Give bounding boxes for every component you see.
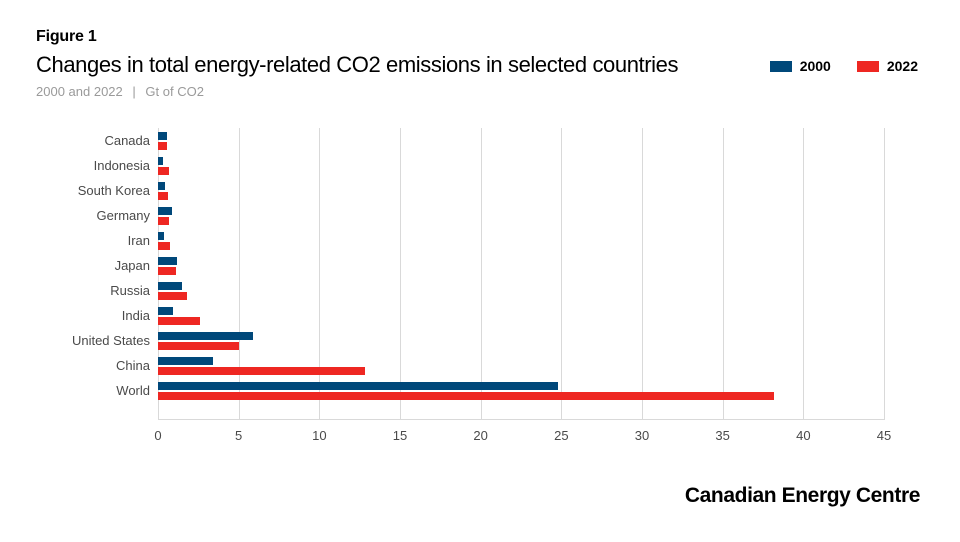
category-label: South Korea [78,184,150,197]
bar-2022 [158,242,170,250]
category-label: Japan [115,259,150,272]
bar-2000 [158,257,177,265]
bar-2000 [158,182,165,190]
bar-2022 [158,342,239,350]
x-tick-label: 35 [715,428,729,443]
bar-2000 [158,132,167,140]
chart-title: Changes in total energy-related CO2 emis… [36,52,770,78]
category-label: World [116,384,150,397]
chart-plot-area: CanadaIndonesiaSouth KoreaGermanyIranJap… [158,128,884,420]
legend-item-2022: 2022 [857,58,918,74]
x-tick-label: 25 [554,428,568,443]
category-label: India [122,309,150,322]
bar-2000 [158,307,173,315]
legend-swatch-2000 [770,61,792,72]
category-label: China [116,359,150,372]
bar-2000 [158,157,163,165]
legend-item-2000: 2000 [770,58,831,74]
category-label: Russia [110,284,150,297]
bar-2022 [158,142,167,150]
x-tick-label: 45 [877,428,891,443]
x-tick-label: 40 [796,428,810,443]
bar-2022 [158,192,168,200]
bar-2000 [158,382,558,390]
x-tick-label: 20 [473,428,487,443]
subtitle-separator: | [132,84,135,99]
bar-2000 [158,357,213,365]
legend-label-2000: 2000 [800,58,831,74]
x-tick-label: 0 [154,428,161,443]
subtitle-unit: Gt of CO2 [145,84,204,99]
bar-2022 [158,167,169,175]
bar-2000 [158,207,172,215]
bar-2022 [158,217,169,225]
chart-subtitle: 2000 and 2022 | Gt of CO2 [36,84,770,99]
title-block: Figure 1 Changes in total energy-related… [36,28,770,99]
legend-swatch-2022 [857,61,879,72]
figure-label: Figure 1 [36,28,770,46]
x-ticks: 051015202530354045 [158,420,884,450]
legend-label-2022: 2022 [887,58,918,74]
bar-2000 [158,282,182,290]
bar-2022 [158,317,200,325]
bar-2000 [158,232,164,240]
bars-layer: CanadaIndonesiaSouth KoreaGermanyIranJap… [158,128,884,420]
x-tick-label: 15 [393,428,407,443]
subtitle-years: 2000 and 2022 [36,84,123,99]
x-tick-label: 5 [235,428,242,443]
category-label: Indonesia [94,159,150,172]
x-tick-label: 10 [312,428,326,443]
bar-2022 [158,267,176,275]
bar-2022 [158,392,774,400]
bar-2022 [158,367,365,375]
page: Figure 1 Changes in total energy-related… [0,0,960,542]
category-label: Canada [104,134,150,147]
header: Figure 1 Changes in total energy-related… [36,28,924,99]
category-label: Germany [97,209,150,222]
category-label: Iran [128,234,150,247]
legend: 2000 2022 [770,28,924,74]
gridline [884,128,885,420]
brand-footer: Canadian Energy Centre [685,484,920,508]
bar-2000 [158,332,253,340]
bar-2022 [158,292,187,300]
category-label: United States [72,334,150,347]
x-tick-label: 30 [635,428,649,443]
